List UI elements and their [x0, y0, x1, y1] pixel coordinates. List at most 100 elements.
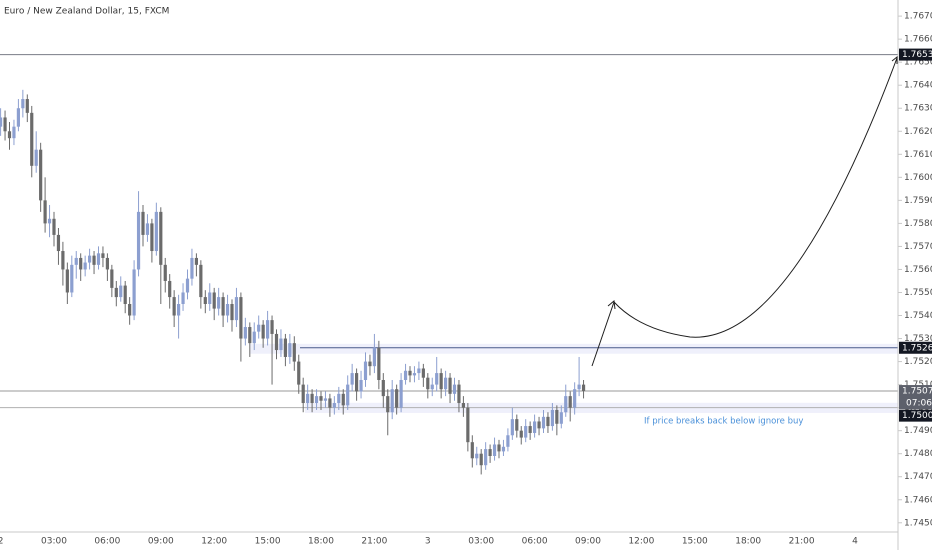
candle-body	[274, 333, 279, 351]
price-tag	[899, 48, 932, 61]
y-tick-label: 1.76000	[904, 173, 932, 183]
candle-body	[145, 223, 150, 235]
price-tags: 1.76533 1.75260 1.75000 1.75072 07:06	[899, 48, 932, 422]
candle-body	[568, 396, 572, 408]
candle-body	[7, 131, 12, 139]
candle-body	[501, 446, 506, 452]
candle-body	[74, 257, 78, 265]
candle-body	[172, 297, 176, 316]
x-tick-label: 2	[0, 537, 3, 547]
candle-body	[457, 384, 461, 404]
x-tick-label: 18:00	[735, 537, 761, 547]
candle-body	[506, 435, 510, 447]
candle-body	[56, 234, 61, 252]
candle-body	[163, 264, 167, 281]
candle-body	[92, 255, 96, 265]
candle-body	[181, 292, 185, 304]
x-tick-label: 03:00	[468, 537, 494, 547]
y-tick-label: 1.75800	[904, 219, 932, 229]
y-tick-label: 1.76700	[904, 12, 932, 22]
candle-body	[132, 269, 136, 316]
candle-body	[492, 444, 497, 456]
candle-body	[150, 223, 154, 252]
y-tick-label: 1.76100	[904, 150, 932, 160]
arrow-head	[891, 55, 898, 64]
candle-body	[306, 393, 310, 404]
candle-body	[368, 361, 372, 367]
candle-body	[30, 112, 34, 166]
candle-body	[96, 253, 101, 265]
candle-body	[444, 377, 448, 390]
y-tick-label: 1.74500	[904, 518, 932, 528]
candle-body	[559, 412, 563, 424]
candle-body	[497, 444, 501, 452]
y-tick-label: 1.74700	[904, 472, 932, 482]
candle-body	[484, 449, 488, 466]
candle-body	[328, 398, 332, 408]
candle-body	[515, 419, 519, 431]
x-tick-label: 09:00	[148, 537, 174, 547]
candle-body	[119, 285, 123, 298]
candle-body	[390, 389, 394, 413]
y-tick-label: 1.76600	[904, 35, 932, 45]
candle-body	[61, 251, 65, 270]
price-tag-label: 1.75260	[902, 343, 932, 353]
y-tick-label: 1.74600	[904, 495, 932, 505]
candle-body	[88, 255, 92, 263]
candle-body	[168, 280, 172, 298]
candle-body	[12, 126, 16, 139]
candle-body	[288, 343, 292, 357]
price-tag-label: 1.76533	[902, 50, 932, 60]
x-tick-label: 06:00	[522, 537, 548, 547]
candle-body	[533, 421, 537, 433]
y-tick-label: 1.75600	[904, 265, 932, 275]
y-tick-label: 1.76500	[904, 58, 932, 68]
price-tag-label: 1.75000	[902, 411, 932, 421]
candle-body	[208, 292, 212, 304]
candle-body	[105, 257, 109, 270]
candle-body	[297, 361, 301, 385]
candle-body	[194, 257, 198, 265]
x-tick-label: 21:00	[789, 537, 815, 547]
x-tick-label: 4	[852, 537, 858, 547]
candle-body	[292, 343, 296, 362]
candle-body	[230, 304, 234, 321]
candle-body	[555, 409, 559, 424]
candle-body	[261, 324, 265, 339]
price-tag	[899, 409, 932, 422]
candle-body	[452, 384, 457, 394]
candle-body	[564, 396, 568, 413]
candle-body	[43, 200, 47, 224]
candle-body	[212, 292, 216, 309]
x-tick-label: 15:00	[255, 537, 281, 547]
candle-body	[537, 421, 541, 429]
y-tick-label: 1.75700	[904, 242, 932, 252]
y-tick-label: 1.75500	[904, 288, 932, 298]
y-tick-label: 1.74900	[904, 426, 932, 436]
countdown: 07:06	[906, 399, 932, 409]
candle-body	[403, 370, 408, 380]
candle-body	[408, 370, 412, 376]
candle-body	[386, 396, 390, 413]
candle-body	[488, 449, 492, 456]
candles	[0, 89, 586, 475]
candle-body	[372, 347, 376, 367]
candle-body	[412, 373, 417, 376]
candle-body	[417, 368, 421, 374]
candle-body	[3, 117, 7, 132]
x-tick-label: 09:00	[575, 537, 601, 547]
x-tick-label: 12:00	[201, 537, 227, 547]
candle-body	[199, 264, 203, 298]
x-tick-label: 21:00	[361, 537, 387, 547]
x-tick-label: 18:00	[308, 537, 334, 547]
candle-body	[381, 380, 385, 397]
candle-body	[16, 108, 20, 127]
candle-body	[70, 264, 74, 293]
x-tick-label: 06:00	[94, 537, 120, 547]
candle-body	[128, 304, 132, 316]
candle-body	[430, 384, 434, 390]
candle-body	[190, 257, 194, 279]
candle-body	[301, 384, 305, 404]
